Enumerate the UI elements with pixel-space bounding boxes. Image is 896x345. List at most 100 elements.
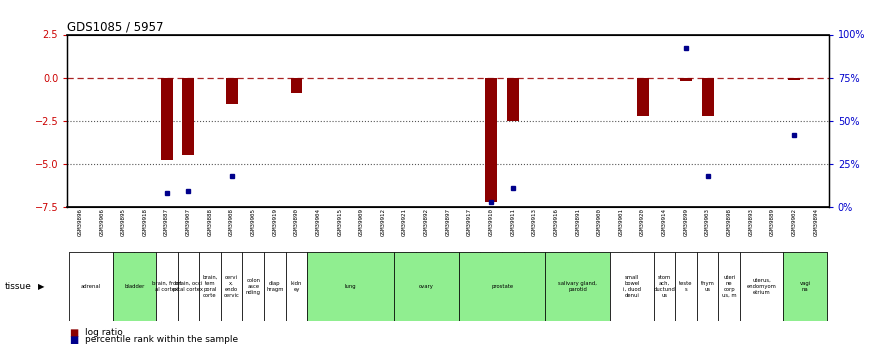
Bar xyxy=(394,252,416,321)
Bar xyxy=(177,252,199,321)
Bar xyxy=(740,252,783,321)
Text: GSM39891: GSM39891 xyxy=(575,208,581,236)
Bar xyxy=(502,252,524,321)
Bar xyxy=(486,78,497,202)
Text: GSM39909: GSM39909 xyxy=(359,208,364,236)
Bar xyxy=(507,78,519,121)
Text: GSM39905: GSM39905 xyxy=(251,208,255,236)
Text: GSM39915: GSM39915 xyxy=(337,208,342,236)
Bar xyxy=(632,252,653,321)
Text: GSM39893: GSM39893 xyxy=(748,208,754,236)
Text: GSM39902: GSM39902 xyxy=(792,208,797,236)
Bar xyxy=(156,252,177,321)
Bar xyxy=(243,252,264,321)
Bar xyxy=(480,252,502,321)
Bar xyxy=(719,252,740,321)
Bar xyxy=(69,252,91,321)
Bar xyxy=(329,252,350,321)
Text: GSM39919: GSM39919 xyxy=(272,208,278,236)
Bar xyxy=(788,78,800,80)
Bar xyxy=(350,252,372,321)
Text: GSM39914: GSM39914 xyxy=(662,208,667,236)
Bar xyxy=(307,252,329,321)
Text: tissue: tissue xyxy=(4,282,31,291)
Bar xyxy=(740,252,762,321)
Bar xyxy=(113,252,134,321)
Text: GSM39908: GSM39908 xyxy=(229,208,234,236)
Text: GSM39907: GSM39907 xyxy=(185,208,191,236)
Bar xyxy=(264,252,286,321)
Text: teste
s: teste s xyxy=(679,281,693,292)
Text: GSM39889: GSM39889 xyxy=(770,208,775,236)
Text: ▶: ▶ xyxy=(38,282,44,291)
Bar xyxy=(183,78,194,155)
Bar xyxy=(91,252,113,321)
Bar xyxy=(372,252,394,321)
Text: GSM39912: GSM39912 xyxy=(381,208,385,236)
Text: colon
asce
nding: colon asce nding xyxy=(246,278,261,295)
Bar xyxy=(459,252,546,321)
Text: GSM39920: GSM39920 xyxy=(641,208,645,236)
Text: thym
us: thym us xyxy=(701,281,715,292)
Text: bladder: bladder xyxy=(124,284,144,289)
Text: GSM39895: GSM39895 xyxy=(121,208,126,236)
Bar xyxy=(567,252,589,321)
Bar xyxy=(589,252,610,321)
Text: salivary gland,
parotid: salivary gland, parotid xyxy=(558,281,598,292)
Bar xyxy=(697,252,719,321)
Bar xyxy=(113,252,156,321)
Text: ■: ■ xyxy=(69,335,78,345)
Bar xyxy=(199,252,220,321)
Text: GSM39901: GSM39901 xyxy=(618,208,624,236)
Text: lung: lung xyxy=(345,284,357,289)
Bar xyxy=(653,252,676,321)
Text: diap
hragm: diap hragm xyxy=(266,281,284,292)
Text: GSM39921: GSM39921 xyxy=(402,208,407,236)
Bar xyxy=(286,252,307,321)
Bar xyxy=(762,252,783,321)
Text: brain, front
al cortex: brain, front al cortex xyxy=(152,281,182,292)
Text: GSM39917: GSM39917 xyxy=(467,208,472,236)
Text: kidn
ey: kidn ey xyxy=(291,281,302,292)
Bar xyxy=(177,252,199,321)
Bar xyxy=(220,252,243,321)
Text: GSM39911: GSM39911 xyxy=(511,208,515,236)
Bar xyxy=(286,252,307,321)
Text: GSM39896: GSM39896 xyxy=(78,208,82,236)
Text: ■: ■ xyxy=(69,328,78,338)
Bar xyxy=(546,252,610,321)
Text: GSM39900: GSM39900 xyxy=(597,208,602,236)
Bar xyxy=(783,252,805,321)
Bar xyxy=(220,252,243,321)
Text: log ratio: log ratio xyxy=(85,328,123,337)
Text: GSM39887: GSM39887 xyxy=(164,208,169,236)
Bar xyxy=(307,252,394,321)
Text: stom
ach,
ductund
us: stom ach, ductund us xyxy=(653,275,676,297)
Bar xyxy=(199,252,220,321)
Bar xyxy=(697,252,719,321)
Bar xyxy=(437,252,459,321)
Bar xyxy=(416,252,437,321)
Text: GSM39888: GSM39888 xyxy=(208,208,212,236)
Bar xyxy=(805,252,827,321)
Bar xyxy=(783,252,827,321)
Text: brain,
tem
poral
corte: brain, tem poral corte xyxy=(202,275,218,297)
Bar xyxy=(702,78,713,116)
Text: GSM39899: GSM39899 xyxy=(684,208,688,236)
Text: uterus,
endomyom
etrium: uterus, endomyom etrium xyxy=(746,278,777,295)
Text: cervi
x,
endo
cervic: cervi x, endo cervic xyxy=(224,275,239,297)
Text: GSM39913: GSM39913 xyxy=(532,208,537,236)
Text: GSM39897: GSM39897 xyxy=(445,208,451,236)
Bar xyxy=(680,78,692,81)
Bar xyxy=(290,78,303,93)
Text: small
bowel
i, duod
denui: small bowel i, duod denui xyxy=(623,275,641,297)
Bar xyxy=(264,252,286,321)
Text: uteri
ne
corp
us, m: uteri ne corp us, m xyxy=(722,275,737,297)
Text: GSM39890: GSM39890 xyxy=(294,208,299,236)
Bar xyxy=(524,252,546,321)
Bar xyxy=(676,252,697,321)
Text: GSM39910: GSM39910 xyxy=(489,208,494,236)
Bar xyxy=(653,252,676,321)
Bar xyxy=(226,78,237,104)
Text: GSM39906: GSM39906 xyxy=(99,208,104,236)
